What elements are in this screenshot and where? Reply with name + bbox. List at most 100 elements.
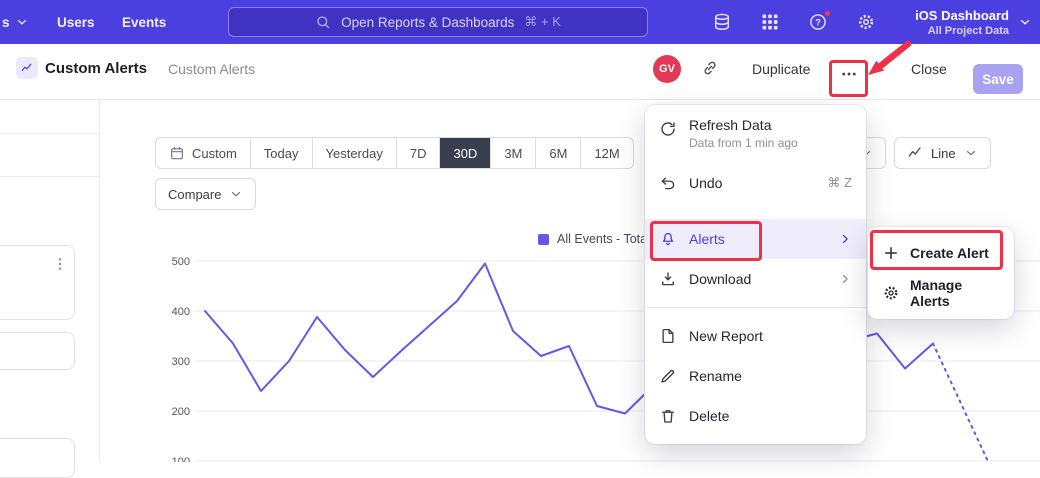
breadcrumb: Custom Alerts bbox=[168, 61, 256, 77]
submenu-indicator bbox=[838, 272, 852, 286]
help-icon: ? bbox=[810, 14, 826, 30]
menu-item-new-report[interactable]: New Report bbox=[645, 316, 866, 356]
top-nav: s Users Events Open Reports & Dashboards… bbox=[0, 0, 1040, 44]
link-icon bbox=[704, 61, 716, 75]
report-header: Custom Alerts Custom Alerts GV Duplicate… bbox=[0, 44, 1040, 100]
search-placeholder: Open Reports & Dashboards bbox=[341, 14, 515, 30]
menu-divider bbox=[645, 307, 866, 308]
menu-download-label: Download bbox=[689, 271, 752, 287]
bell-icon bbox=[662, 233, 674, 246]
search-icon bbox=[317, 16, 330, 29]
dots-horizontal-icon bbox=[842, 72, 856, 76]
menu-new-report-label: New Report bbox=[689, 328, 763, 344]
settings-button[interactable] bbox=[856, 12, 876, 32]
svg-text:?: ? bbox=[815, 17, 821, 27]
chart-legend: All Events - Total bbox=[538, 232, 650, 246]
compare-label: Compare bbox=[168, 186, 222, 202]
range-yesterday[interactable]: Yesterday bbox=[311, 138, 396, 168]
menu-item-undo[interactable]: Undo ⌘ Z bbox=[645, 163, 866, 203]
apps-grid-icon bbox=[762, 14, 778, 30]
range-custom-label: Custom bbox=[192, 145, 237, 161]
left-sidebar bbox=[0, 100, 100, 478]
range-7d-label: 7D bbox=[409, 145, 427, 161]
range-custom[interactable]: Custom bbox=[156, 138, 250, 168]
menu-undo-label: Undo bbox=[689, 175, 723, 191]
dots-vertical-icon bbox=[58, 258, 62, 270]
card-menu-button[interactable] bbox=[52, 256, 68, 272]
database-icon bbox=[715, 13, 729, 30]
menu-item-refresh-data[interactable]: Refresh Data Data from 1 min ago bbox=[645, 113, 866, 163]
range-12m-label: 12M bbox=[594, 145, 620, 161]
menu-item-rename[interactable]: Rename bbox=[645, 356, 866, 396]
sidebar-card[interactable] bbox=[0, 332, 75, 370]
calendar-icon bbox=[171, 146, 183, 160]
range-3m[interactable]: 3M bbox=[490, 138, 535, 168]
svg-text:300: 300 bbox=[172, 356, 190, 368]
nav-item-users-label: Users bbox=[57, 14, 95, 30]
close-button[interactable]: Close bbox=[911, 61, 947, 77]
menu-rename-label: Rename bbox=[689, 368, 742, 384]
menu-item-delete[interactable]: Delete bbox=[645, 396, 866, 436]
svg-text:100: 100 bbox=[172, 456, 190, 462]
copy-link-button[interactable] bbox=[701, 59, 719, 77]
range-today-label: Today bbox=[263, 145, 299, 161]
submenu-indicator bbox=[838, 232, 852, 246]
avatar[interactable]: GV bbox=[653, 55, 681, 83]
date-range-control: Custom Today Yesterday 7D 30D 3M 6M 12M bbox=[155, 137, 634, 169]
chevron-down-icon bbox=[17, 19, 26, 25]
page-title: Custom Alerts bbox=[45, 60, 147, 77]
nav-item-users[interactable]: Users bbox=[57, 0, 95, 44]
range-12m[interactable]: 12M bbox=[580, 138, 632, 168]
menu-delete-label: Delete bbox=[689, 408, 730, 424]
project-subtitle: All Project Data bbox=[927, 24, 1009, 37]
chevron-down-icon bbox=[1020, 19, 1030, 25]
menu-spacer bbox=[645, 203, 866, 219]
project-title: iOS Dashboard bbox=[915, 7, 1009, 23]
svg-text:400: 400 bbox=[172, 306, 190, 318]
submenu-item-create-alert[interactable]: Create Alert bbox=[868, 233, 1014, 273]
compare-button[interactable]: Compare bbox=[155, 178, 257, 210]
range-30d-label: 30D bbox=[453, 145, 478, 161]
save-button[interactable]: Save bbox=[973, 64, 1023, 94]
sidebar-card[interactable] bbox=[0, 245, 75, 320]
chevron-right-icon bbox=[842, 234, 848, 244]
menu-refresh-text: Refresh Data Data from 1 min ago bbox=[689, 117, 798, 150]
sidebar-divider bbox=[0, 133, 100, 134]
apps-button[interactable] bbox=[760, 12, 780, 32]
help-button[interactable]: ? bbox=[808, 9, 832, 32]
nav-item-events[interactable]: Events bbox=[122, 0, 166, 44]
chart-type-label: Line bbox=[931, 145, 956, 161]
sidebar-card[interactable] bbox=[0, 438, 75, 478]
range-30d[interactable]: 30D bbox=[439, 138, 491, 168]
menu-item-alerts[interactable]: Alerts bbox=[645, 219, 866, 259]
alerts-submenu: Create Alert Manage Alerts bbox=[868, 227, 1014, 319]
range-today[interactable]: Today bbox=[249, 138, 312, 168]
data-management-button[interactable] bbox=[712, 12, 732, 32]
duplicate-button[interactable]: Duplicate bbox=[752, 61, 811, 77]
insights-chart-icon bbox=[21, 63, 32, 71]
nav-item-partial-label: s bbox=[2, 14, 10, 30]
more-options-button[interactable] bbox=[834, 64, 864, 84]
chevron-down-icon bbox=[232, 191, 241, 197]
range-7d[interactable]: 7D bbox=[395, 138, 440, 168]
refresh-icon bbox=[661, 122, 675, 136]
nav-item-events-label: Events bbox=[122, 14, 167, 30]
project-switcher[interactable]: iOS Dashboard All Project Data bbox=[915, 0, 1032, 44]
range-3m-label: 3M bbox=[504, 145, 523, 161]
plus-icon bbox=[885, 247, 897, 259]
undo-icon bbox=[661, 177, 675, 190]
svg-text:500: 500 bbox=[172, 256, 190, 268]
menu-item-download[interactable]: Download bbox=[645, 259, 866, 299]
gear-icon bbox=[884, 286, 898, 300]
nav-icon-cluster: ? bbox=[712, 0, 876, 44]
chart-type-button[interactable]: Line bbox=[894, 137, 991, 169]
nav-item-partial[interactable]: s bbox=[2, 0, 29, 44]
range-6m[interactable]: 6M bbox=[535, 138, 580, 168]
submenu-item-manage-alerts[interactable]: Manage Alerts bbox=[868, 273, 1014, 313]
pencil-icon bbox=[661, 369, 675, 383]
global-search[interactable]: Open Reports & Dashboards ⌘ + K bbox=[228, 7, 648, 37]
download-icon bbox=[662, 272, 674, 286]
trash-icon bbox=[662, 410, 674, 423]
project-text: iOS Dashboard All Project Data bbox=[915, 8, 1009, 37]
menu-refresh-label: Refresh Data bbox=[689, 117, 772, 133]
